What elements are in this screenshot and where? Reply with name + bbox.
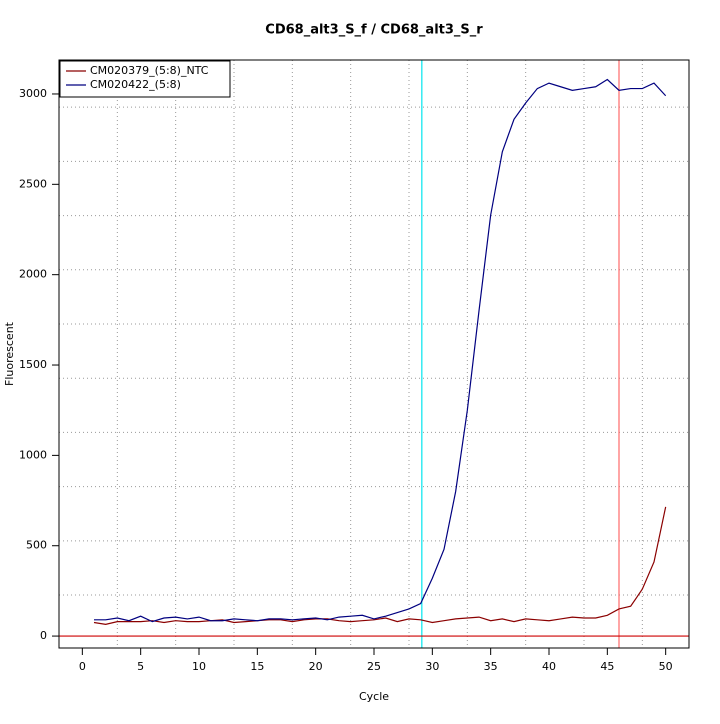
y-tick-label: 1500 (19, 358, 47, 371)
y-tick-label: 2500 (19, 177, 47, 190)
series-line (94, 78, 667, 623)
x-tick-label: 45 (600, 660, 614, 673)
x-tick-label: 0 (79, 660, 86, 673)
chart-title: CD68_alt3_S_f / CD68_alt3_S_r (265, 23, 483, 38)
legend-label: CM020379_(5:8)_NTC (90, 64, 209, 77)
x-tick-label: 35 (484, 660, 498, 673)
x-tick-label: 40 (542, 660, 556, 673)
x-tick-label: 15 (250, 660, 264, 673)
legend-box (59, 60, 231, 98)
y-tick-label: 1000 (19, 448, 47, 461)
x-axis-label: Cycle (359, 690, 389, 703)
y-tick-label: 0 (40, 629, 47, 642)
y-axis-label: Fluorescent (3, 321, 16, 386)
plot-frame (58, 59, 690, 649)
x-tick-label: 20 (309, 660, 323, 673)
y-tick-label: 500 (26, 539, 47, 552)
series-line (93, 506, 667, 625)
x-tick-label: 10 (192, 660, 206, 673)
y-tick-label: 2000 (19, 268, 47, 281)
x-tick-label: 50 (659, 660, 673, 673)
legend-label: CM020422_(5:8) (90, 78, 181, 91)
x-tick-label: 25 (367, 660, 381, 673)
x-tick-label: 30 (425, 660, 439, 673)
x-tick-label: 5 (137, 660, 144, 673)
y-tick-label: 3000 (19, 87, 47, 100)
